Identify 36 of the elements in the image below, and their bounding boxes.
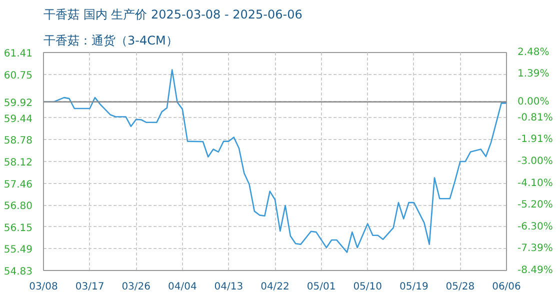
x-tick-label: 04/04 bbox=[168, 282, 197, 292]
y2-tick-label: -3.00% bbox=[518, 156, 553, 167]
y2-tick-label: -8.49% bbox=[518, 265, 553, 276]
x-tick-label: 03/17 bbox=[75, 282, 104, 292]
y-tick-label: 58.78 bbox=[4, 136, 33, 147]
x-tick-label: 03/26 bbox=[122, 282, 151, 292]
y-tick-label: 59.44 bbox=[4, 114, 33, 125]
y2-tick-label: -0.81% bbox=[518, 112, 553, 124]
y2-tick-label: -4.10% bbox=[518, 178, 553, 189]
y-tick-label: 56.80 bbox=[4, 201, 33, 212]
chart-subtitle: 干香菇：通货（3-4CM） bbox=[44, 34, 178, 48]
x-tick-label: 04/13 bbox=[214, 282, 244, 292]
y2-tick-label: -7.39% bbox=[518, 243, 553, 254]
x-tick-label: 05/01 bbox=[306, 282, 336, 292]
y2-tick-label: 0.00% bbox=[518, 96, 550, 108]
x-tick-label: 04/22 bbox=[260, 282, 290, 292]
y-tick-label: 58.12 bbox=[4, 158, 33, 168]
y-tick-label: 59.92 bbox=[4, 98, 33, 109]
x-tick-label: 03/08 bbox=[29, 282, 58, 292]
x-tick-label: 05/28 bbox=[446, 282, 475, 292]
y-tick-label: 55.49 bbox=[4, 244, 33, 256]
y-tick-label: 60.75 bbox=[4, 70, 33, 82]
y2-tick-label: 2.48% bbox=[518, 47, 550, 58]
y2-tick-label: -6.30% bbox=[518, 221, 553, 232]
y2-tick-label: -1.91% bbox=[518, 134, 553, 146]
y-tick-label: 57.46 bbox=[4, 179, 33, 190]
line-series bbox=[44, 69, 506, 253]
y-tick-label: 61.41 bbox=[4, 48, 33, 60]
y-tick-label: 56.15 bbox=[4, 222, 33, 234]
x-tick-label: 05/19 bbox=[399, 282, 428, 292]
x-tick-label: 06/06 bbox=[492, 282, 521, 292]
y2-tick-label: 1.39% bbox=[518, 68, 550, 80]
chart-title: 干香菇 国内 生产价 2025-03-08 - 2025-06-06 bbox=[44, 8, 302, 22]
x-tick-label: 05/10 bbox=[353, 282, 382, 292]
y-tick-label: 54.83 bbox=[4, 266, 33, 278]
y2-tick-label: -5.20% bbox=[518, 200, 553, 211]
